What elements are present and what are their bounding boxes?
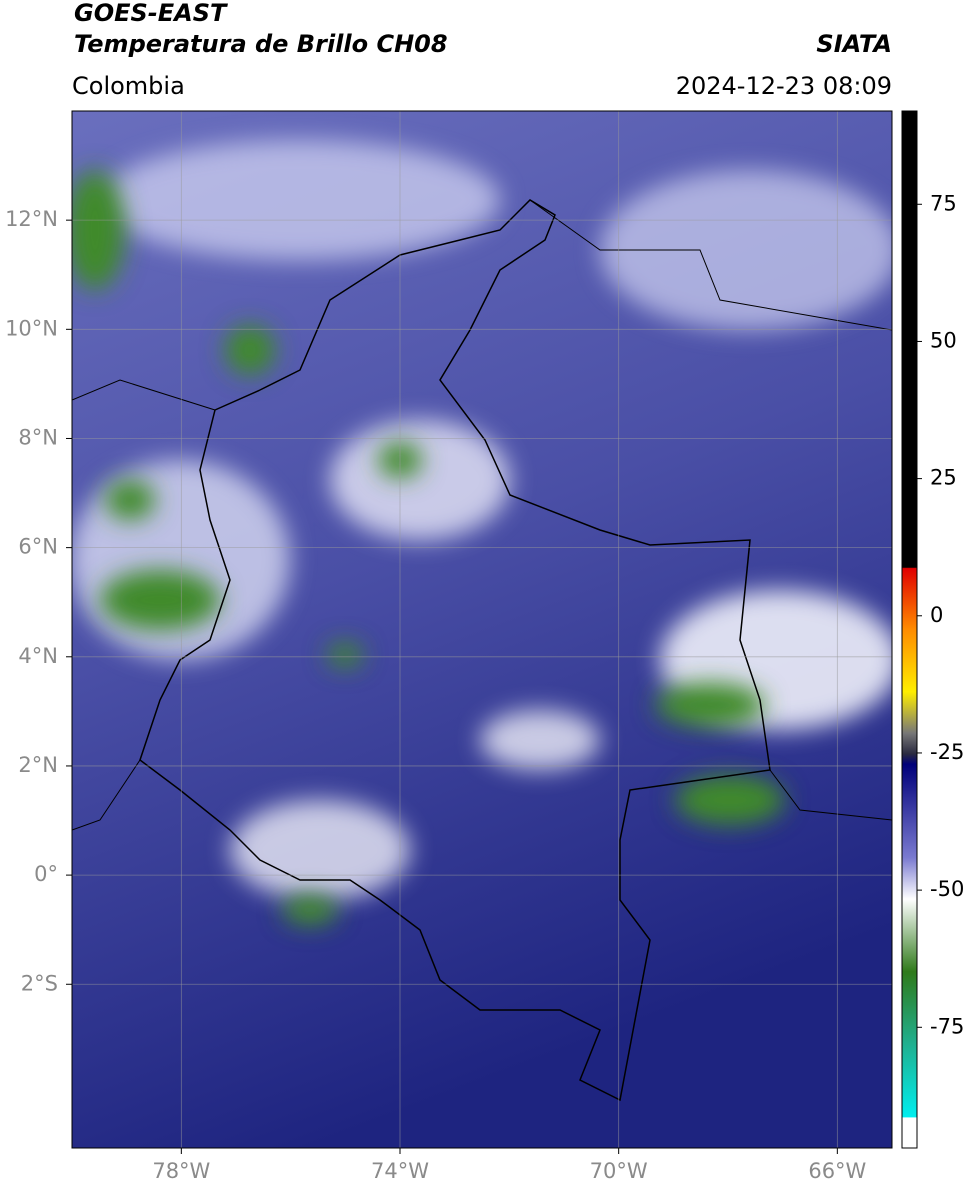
y-tick-label: 12°N (5, 207, 58, 231)
datetime: 2024-12-23 08:09 (676, 72, 892, 100)
colorbar-tick-label: -50 (930, 877, 964, 901)
subtitle: Temperatura de Brillo CH08 (74, 30, 448, 58)
title: GOES-EAST (74, 0, 228, 27)
y-tick-label: 8°N (18, 425, 58, 449)
y-tick-label: 6°N (18, 535, 58, 559)
map-frame (71, 110, 893, 1149)
colorbar-tick-label: -75 (930, 1014, 964, 1038)
colorbar-tick-label: 0 (930, 603, 943, 627)
x-tick-label: 78°W (152, 1159, 210, 1183)
neighbor-border (72, 199, 892, 831)
y-tick-label: 10°N (5, 316, 58, 340)
colorbar-tick-label: -25 (930, 740, 964, 764)
y-tick-label: 2°N (18, 753, 58, 777)
country-border (139, 199, 771, 1102)
x-tick-label: 66°W (808, 1159, 866, 1183)
y-tick-label: 4°N (18, 644, 58, 668)
y-tick-label: 0° (34, 862, 58, 886)
satellite-image (72, 111, 892, 1148)
region: Colombia (72, 72, 185, 100)
x-tick-label: 74°W (371, 1159, 429, 1183)
colorbar-tick-label: 75 (930, 191, 957, 215)
y-tick-label: 2°S (21, 971, 58, 995)
cold-cloud-tops (72, 170, 785, 925)
colorbar (901, 110, 918, 1149)
grid (72, 111, 892, 1148)
source: SIATA (816, 30, 892, 58)
colorbar-tick-label: 25 (930, 466, 957, 490)
x-tick-label: 70°W (590, 1159, 648, 1183)
colorbar-tick-label: 50 (930, 328, 957, 352)
